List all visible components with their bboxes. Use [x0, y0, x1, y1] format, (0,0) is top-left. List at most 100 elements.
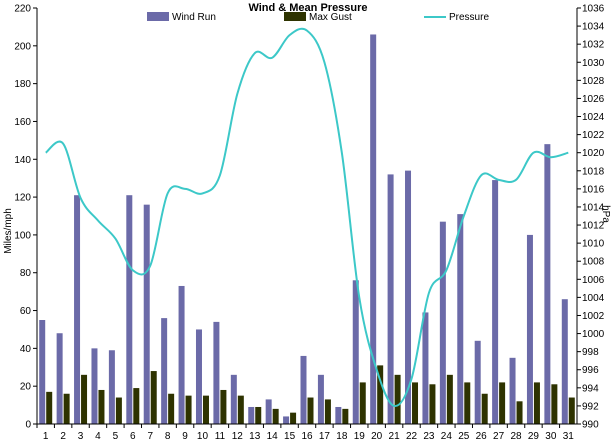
bar-max-gust-5	[115, 397, 122, 424]
bar-wind-run-24	[439, 221, 446, 424]
bar-wind-run-13	[248, 406, 255, 424]
right-tick-label-1022: 1022	[582, 130, 605, 141]
bar-wind-run-5	[108, 350, 115, 424]
left-tick-label-40: 40	[20, 344, 32, 355]
x-tick-label-21: 21	[389, 431, 401, 442]
bar-max-gust-29	[533, 382, 540, 424]
bar-max-gust-2	[63, 393, 70, 424]
x-tick-label-3: 3	[78, 431, 84, 442]
bar-max-gust-9	[185, 395, 192, 424]
left-tick-label-60: 60	[20, 306, 32, 317]
legend: Wind Run Max Gust Pressure	[147, 12, 489, 23]
bar-max-gust-16	[307, 397, 314, 424]
left-tick-label-180: 180	[14, 79, 31, 90]
bar-wind-run-11	[213, 321, 220, 424]
legend-label-max-gust: Max Gust	[309, 12, 352, 23]
bar-max-gust-27	[499, 382, 506, 424]
left-tick-label-100: 100	[14, 230, 31, 241]
bar-wind-run-7	[143, 204, 150, 424]
left-tick-label-120: 120	[14, 193, 31, 204]
x-tick-label-22: 22	[406, 431, 418, 442]
bar-wind-run-16	[300, 355, 307, 424]
series-line-pressure	[45, 27, 569, 407]
bars-layer	[39, 34, 575, 425]
bar-wind-run-8	[161, 318, 168, 424]
bar-max-gust-30	[551, 384, 558, 424]
bar-max-gust-3	[81, 374, 88, 424]
x-tick-label-30: 30	[545, 431, 557, 442]
x-tick-label-5: 5	[113, 431, 119, 442]
x-tick-label-17: 17	[319, 431, 331, 442]
bar-wind-run-4	[91, 348, 98, 424]
left-tick-label-220: 220	[14, 4, 31, 15]
legend-swatch-max-gust	[284, 12, 306, 21]
bar-max-gust-24	[446, 374, 453, 424]
pressure-line-layer	[45, 27, 569, 407]
x-tick-label-31: 31	[563, 431, 575, 442]
x-tick-label-6: 6	[130, 431, 136, 442]
right-tick-label-1014: 1014	[582, 202, 605, 213]
x-tick-label-28: 28	[510, 431, 522, 442]
x-tick-label-14: 14	[267, 431, 279, 442]
bar-max-gust-22	[412, 382, 419, 424]
legend-swatch-wind-run	[147, 12, 169, 21]
right-tick-label-1018: 1018	[582, 166, 605, 177]
bar-max-gust-13	[255, 406, 262, 424]
right-tick-label-1000: 1000	[582, 329, 605, 340]
x-tick-label-4: 4	[95, 431, 101, 442]
bar-wind-run-26	[474, 340, 481, 424]
left-tick-label-80: 80	[20, 268, 32, 279]
right-tick-label-1016: 1016	[582, 184, 605, 195]
right-tick-label-996: 996	[582, 365, 599, 376]
bar-wind-run-31	[561, 299, 568, 424]
left-tick-label-160: 160	[14, 117, 31, 128]
x-tick-label-15: 15	[284, 431, 296, 442]
right-tick-label-1026: 1026	[582, 94, 605, 105]
bar-wind-run-29	[526, 234, 533, 424]
bar-wind-run-17	[317, 374, 324, 424]
bar-wind-run-22	[405, 170, 412, 424]
x-tick-label-29: 29	[528, 431, 540, 442]
bar-wind-run-30	[544, 144, 551, 425]
bar-wind-run-20	[370, 34, 377, 425]
bar-wind-run-9	[178, 285, 185, 424]
x-tick-label-13: 13	[249, 431, 261, 442]
bar-max-gust-23	[429, 384, 436, 424]
bar-max-gust-6	[133, 388, 140, 424]
bar-max-gust-15	[290, 412, 297, 424]
bar-max-gust-26	[481, 393, 488, 424]
bar-max-gust-4	[98, 389, 105, 424]
bar-wind-run-6	[126, 195, 133, 424]
right-tick-label-1034: 1034	[582, 22, 605, 33]
bar-wind-run-18	[335, 406, 342, 424]
x-tick-label-25: 25	[458, 431, 470, 442]
x-tick-label-19: 19	[354, 431, 366, 442]
bar-max-gust-19	[359, 382, 366, 424]
bar-max-gust-8	[168, 393, 175, 424]
bar-wind-run-12	[230, 374, 237, 424]
bar-max-gust-21	[394, 374, 401, 424]
right-tick-label-1020: 1020	[582, 148, 605, 159]
right-tick-label-1024: 1024	[582, 112, 605, 123]
right-tick-label-998: 998	[582, 347, 599, 358]
x-tick-label-1: 1	[43, 431, 49, 442]
x-tick-label-20: 20	[371, 431, 383, 442]
right-tick-label-1010: 1010	[582, 239, 605, 250]
bar-wind-run-3	[74, 195, 81, 424]
right-tick-label-1008: 1008	[582, 257, 605, 268]
left-tick-label-200: 200	[14, 41, 31, 52]
bar-max-gust-1	[46, 391, 53, 424]
left-tick-label-140: 140	[14, 155, 31, 166]
x-tick-label-10: 10	[197, 431, 209, 442]
legend-label-pressure: Pressure	[449, 12, 489, 23]
bar-max-gust-31	[568, 397, 575, 424]
bar-max-gust-18	[342, 408, 349, 424]
chart-title: Wind & Mean Pressure	[248, 2, 367, 14]
right-tick-label-1002: 1002	[582, 311, 605, 322]
bar-wind-run-15	[283, 416, 290, 424]
x-tick-label-27: 27	[493, 431, 505, 442]
bar-max-gust-14	[272, 408, 279, 424]
bar-wind-run-23	[422, 312, 429, 424]
right-tick-label-1006: 1006	[582, 275, 605, 286]
